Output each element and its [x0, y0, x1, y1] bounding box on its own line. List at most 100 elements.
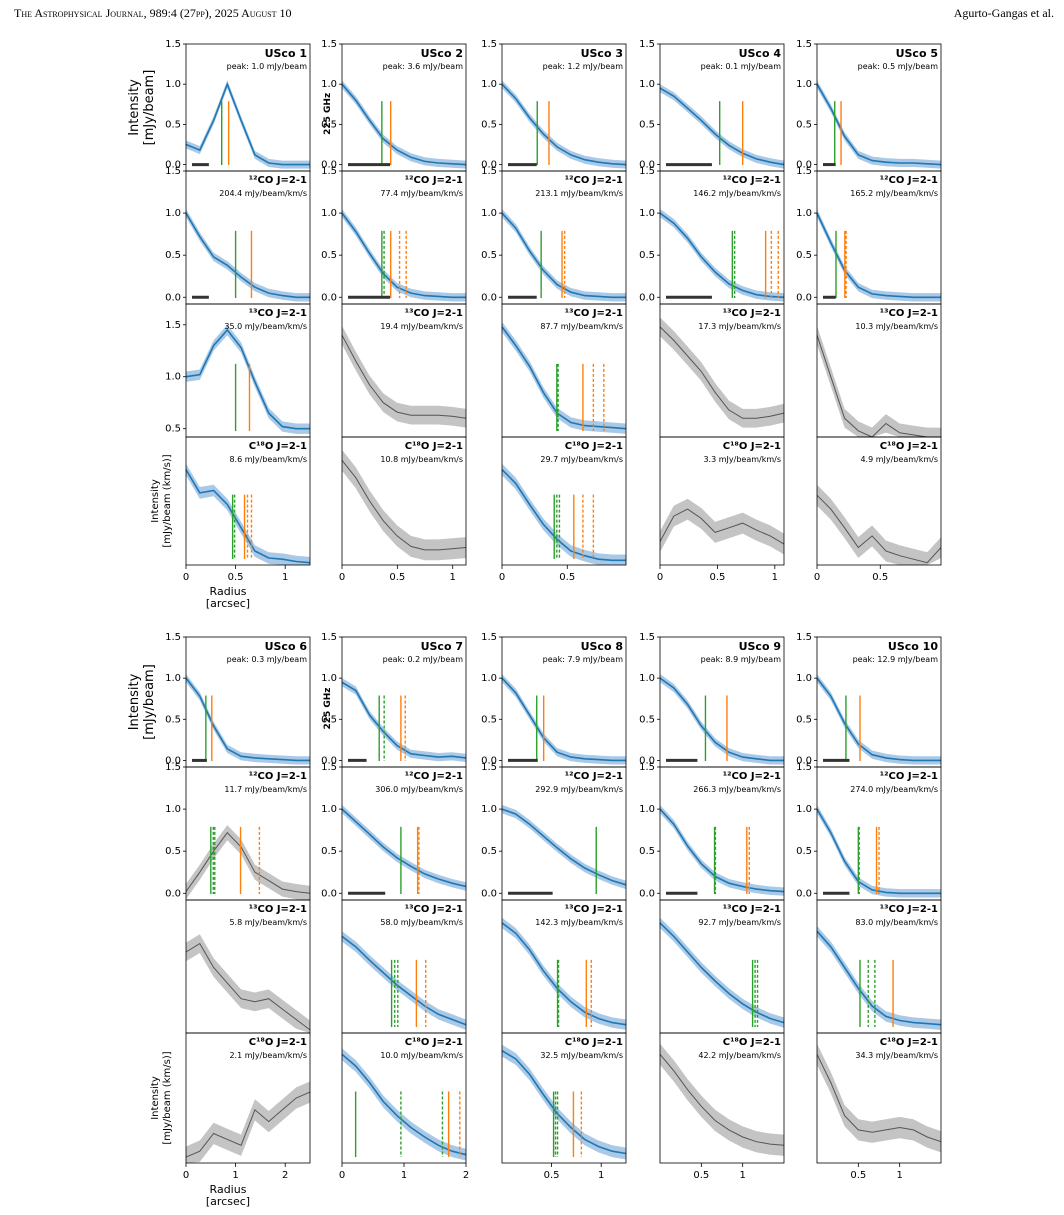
- line-label: ¹³CO J=2-1: [723, 904, 781, 915]
- profile-panel: ¹³CO J=2-1 142.3 mJy/beam/km/s: [501, 899, 627, 1034]
- x-tick-label: 1: [598, 1170, 604, 1181]
- profile-panel: ¹²CO J=2-1 306.0 mJy/beam/km/s 0.0 0.5 1.0 1.…: [321, 762, 467, 901]
- uncertainty-band: [817, 484, 941, 565]
- uncertainty-band: [342, 449, 466, 561]
- uncertainty-band: [342, 208, 466, 302]
- y-tick-label: 0.0: [481, 755, 497, 766]
- source-name: USco 1: [265, 47, 307, 60]
- profile-panel: ¹³CO J=2-1 87.7 mJy/beam/km/s: [501, 303, 627, 438]
- panel-value-label: 35.0 mJy/beam/km/s: [224, 322, 307, 331]
- x-axis-label: [arcsec]: [206, 597, 250, 610]
- y-tick-label: 1.5: [796, 762, 812, 773]
- profile-line: [501, 677, 626, 762]
- panel-value-label: peak: 3.6 mJy/beam: [383, 62, 464, 71]
- panel-value-label: 19.4 mJy/beam/km/s: [380, 322, 463, 331]
- y-tick-label: 1.5: [321, 39, 337, 50]
- y-tick-label: 1.0: [165, 208, 181, 219]
- line-label: ¹³CO J=2-1: [880, 308, 938, 319]
- profile-panel: ¹²CO J=2-1 292.9 mJy/beam/km/s 0.0 0.5 1.0 1.…: [481, 762, 627, 901]
- profile-line: [501, 922, 627, 1026]
- y-tick-label: 0.5: [165, 119, 181, 130]
- uncertainty-band: [817, 926, 941, 1030]
- y-tick-label: 0.5: [321, 119, 337, 130]
- panel-value-label: 42.2 mJy/beam/km/s: [698, 1051, 781, 1060]
- line-label: ¹³CO J=2-1: [405, 308, 463, 319]
- uncertainty-band: [342, 678, 466, 763]
- y-axis-label: Intensity: [127, 79, 142, 136]
- y-tick-label: 0.5: [481, 119, 497, 130]
- panel-frame: [185, 436, 311, 566]
- uncertainty-band: [342, 325, 466, 428]
- y-tick-label: 0.5: [321, 250, 337, 261]
- line-label: ¹²CO J=2-1: [405, 771, 463, 782]
- y-tick-label: 0.5: [639, 714, 655, 725]
- y-tick-label: 1.5: [639, 166, 655, 177]
- profile-panel: USco 1 peak: 1.0 mJy/beam 0.0 0.5 1.0 1.5: [165, 39, 311, 172]
- source-name: USco 8: [581, 640, 623, 653]
- profile-line: [501, 83, 627, 166]
- uncertainty-band: [817, 80, 941, 169]
- uncertainty-band: [186, 1081, 310, 1163]
- y-axis-label: Intensity: [150, 1076, 161, 1120]
- uncertainty-band: [660, 208, 784, 302]
- x-axis-label: Radius: [210, 1183, 247, 1196]
- y-tick-label: 1.0: [321, 804, 337, 815]
- profile-line: [185, 942, 311, 1031]
- uncertainty-band: [817, 1043, 941, 1153]
- profile-panel: ¹²CO J=2-1 77.4 mJy/beam/km/s 0.0 0.5 1.0 1.5: [321, 166, 467, 305]
- uncertainty-band: [186, 324, 310, 434]
- x-tick-label: 0.5: [389, 572, 405, 583]
- y-tick-label: 1.5: [481, 762, 497, 773]
- profile-panel: ¹²CO J=2-1 11.7 mJy/beam/km/s 0.0 0.5 1.0 1.5: [165, 762, 311, 901]
- profile-panel: C¹⁸O J=2-1 3.3 mJy/beam/km/s: [659, 436, 785, 566]
- profile-line: [659, 922, 785, 1024]
- uncertainty-band: [660, 317, 784, 428]
- y-tick-label: 1.0: [796, 804, 812, 815]
- y-tick-label: 1.0: [481, 79, 497, 90]
- y-tick-label: 0.5: [796, 119, 812, 130]
- y-tick-label: 1.5: [321, 762, 337, 773]
- y-tick-label: 1.5: [165, 762, 181, 773]
- y-tick-label: 1.0: [165, 804, 181, 815]
- uncertainty-band: [660, 674, 784, 765]
- y-tick-label: 1.5: [796, 166, 812, 177]
- panel-frame: [501, 1032, 627, 1164]
- panel-value-label: 8.6 mJy/beam/km/s: [229, 455, 307, 464]
- uncertainty-band: [660, 498, 784, 555]
- y-tick-label: 1.0: [165, 673, 181, 684]
- panel-value-label: 146.2 mJy/beam/km/s: [693, 189, 781, 198]
- profile-line: [341, 935, 467, 1026]
- profile-line: [816, 930, 942, 1026]
- line-label: ¹²CO J=2-1: [565, 771, 623, 782]
- y-tick-label: 1.0: [165, 372, 181, 383]
- source-name: USco 6: [265, 640, 308, 653]
- x-tick-label: 0.5: [693, 1170, 709, 1181]
- profile-line: [501, 1050, 627, 1155]
- y-tick-label: 0.0: [639, 160, 655, 171]
- y-tick-label: 1.0: [165, 79, 181, 90]
- x-tick-label: 0: [499, 572, 505, 583]
- y-tick-label: 0.0: [321, 888, 337, 899]
- y-tick-label: 0.5: [165, 714, 181, 725]
- uncertainty-band: [502, 80, 626, 169]
- profile-line: [659, 212, 785, 299]
- y-tick-label: 0.0: [165, 755, 181, 766]
- x-tick-label: 1: [282, 572, 288, 583]
- profile-panel: ¹²CO J=2-1 274.0 mJy/beam/km/s 0.0 0.5 1.0 1.…: [796, 762, 942, 901]
- profile-line: [341, 459, 467, 551]
- profile-panel: C¹⁸O J=2-1 2.1 mJy/beam/km/s: [185, 1032, 311, 1164]
- line-label: C¹⁸O J=2-1: [405, 441, 463, 452]
- y-tick-label: 1.5: [481, 39, 497, 50]
- y-tick-label: 1.5: [321, 632, 337, 643]
- panel-value-label: 58.0 mJy/beam/km/s: [380, 918, 463, 927]
- y-tick-label: 0.0: [481, 888, 497, 899]
- uncertainty-band: [660, 917, 784, 1028]
- uncertainty-band: [660, 84, 784, 169]
- profile-panel: C¹⁸O J=2-1 29.7 mJy/beam/km/s: [501, 436, 627, 566]
- panel-value-label: 34.3 mJy/beam/km/s: [855, 1051, 938, 1060]
- line-label: C¹⁸O J=2-1: [565, 441, 623, 452]
- y-tick-label: 0.5: [165, 250, 181, 261]
- profile-panel: ¹³CO J=2-1 83.0 mJy/beam/km/s: [816, 899, 942, 1034]
- profile-line: [185, 212, 310, 299]
- line-label: ¹²CO J=2-1: [249, 175, 307, 186]
